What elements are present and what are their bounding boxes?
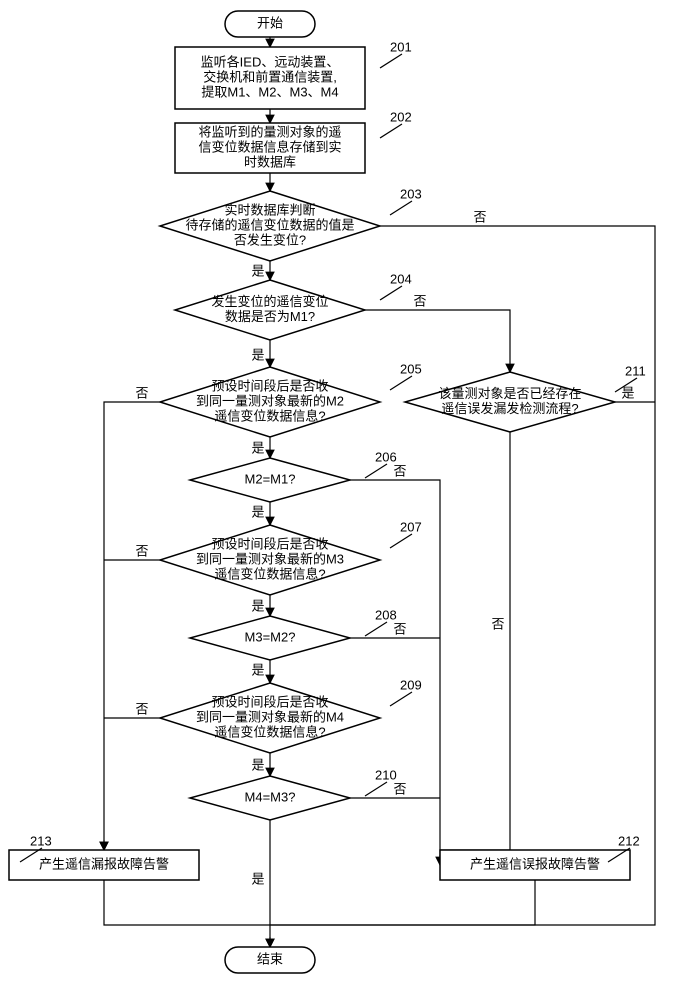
n208-num: 208 — [375, 607, 397, 622]
svg-text:M4=M3?: M4=M3? — [245, 789, 296, 804]
n203-num: 203 — [400, 186, 422, 201]
n201-num: 201 — [390, 39, 412, 54]
svg-text:预设时间段后是否收: 预设时间段后是否收 — [211, 694, 328, 709]
svg-text:否发生变位?: 否发生变位? — [234, 232, 306, 247]
svg-text:到同一量测对象最新的M3: 到同一量测对象最新的M3 — [196, 551, 344, 566]
edge-19-label: 是 — [251, 871, 264, 886]
edge-10 — [104, 402, 160, 850]
n204-num: 204 — [390, 271, 412, 286]
svg-text:信变位数据信息存储到实: 信变位数据信息存储到实 — [198, 139, 341, 154]
svg-text:预设时间段后是否收: 预设时间段后是否收 — [211, 378, 328, 393]
svg-text:遥信变位数据信息?: 遥信变位数据信息? — [214, 408, 325, 423]
edge-21 — [270, 880, 535, 925]
svg-text:M3=M2?: M3=M2? — [245, 629, 296, 644]
edge-12-label: 否 — [393, 463, 406, 478]
svg-text:遥信变位数据信息?: 遥信变位数据信息? — [214, 724, 325, 739]
edge-7-label: 是 — [621, 385, 634, 400]
edge-13-label: 是 — [251, 598, 264, 613]
edge-8 — [440, 432, 510, 850]
n213-num: 213 — [30, 833, 52, 848]
edge-4-label: 否 — [473, 209, 486, 224]
n205-num: 205 — [400, 361, 422, 376]
edge-12 — [350, 480, 450, 865]
edge-8-label: 否 — [491, 616, 504, 631]
svg-text:遥信误发漏发检测流程?: 遥信误发漏发检测流程? — [441, 401, 578, 416]
start-label: 开始 — [257, 15, 283, 30]
edge-6-label: 否 — [413, 293, 426, 308]
edge-22 — [104, 880, 270, 925]
svg-text:产生遥信误报故障告警: 产生遥信误报故障告警 — [470, 856, 600, 871]
edge-5-label: 是 — [251, 347, 264, 362]
svg-text:监听各IED、远动装置、: 监听各IED、远动装置、 — [201, 54, 340, 69]
edge-15-label: 是 — [251, 662, 264, 677]
edge-18-label: 否 — [135, 701, 148, 716]
n206-num: 206 — [375, 449, 397, 464]
edge-10-label: 否 — [135, 385, 148, 400]
svg-text:M2=M1?: M2=M1? — [245, 471, 296, 486]
edge-9-label: 是 — [251, 440, 264, 455]
svg-text:交换机和前置通信装置,: 交换机和前置通信装置, — [203, 69, 337, 84]
svg-text:到同一量测对象最新的M2: 到同一量测对象最新的M2 — [196, 393, 344, 408]
svg-text:发生变位的遥信变位: 发生变位的遥信变位 — [211, 294, 328, 309]
n212-num: 212 — [618, 833, 640, 848]
n202-num: 202 — [390, 109, 412, 124]
n210-num: 210 — [375, 767, 397, 782]
svg-text:将监听到的量测对象的遥: 将监听到的量测对象的遥 — [198, 124, 341, 139]
n211-num: 211 — [625, 363, 646, 378]
edge-6 — [365, 310, 510, 372]
svg-text:时数据库: 时数据库 — [244, 154, 296, 169]
svg-text:数据是否为M1?: 数据是否为M1? — [225, 309, 315, 324]
svg-text:实时数据库判断: 实时数据库判断 — [224, 202, 315, 217]
n209-num: 209 — [400, 677, 422, 692]
edge-20-label: 否 — [393, 781, 406, 796]
flowchart: 开始监听各IED、远动装置、交换机和前置通信装置,提取M1、M2、M3、M4 将监… — [0, 0, 673, 1000]
svg-text:产生遥信漏报故障告警: 产生遥信漏报故障告警 — [39, 856, 169, 871]
end-label: 结束 — [257, 951, 283, 966]
edge-14-label: 否 — [135, 543, 148, 558]
n207-num: 207 — [400, 519, 422, 534]
svg-text:到同一量测对象最新的M4: 到同一量测对象最新的M4 — [196, 709, 344, 724]
edge-4 — [270, 226, 655, 947]
svg-text:预设时间段后是否收: 预设时间段后是否收 — [211, 536, 328, 551]
edge-11-label: 是 — [251, 504, 264, 519]
svg-text:待存储的遥信变位数据的值是: 待存储的遥信变位数据的值是 — [185, 217, 354, 232]
svg-text:该量测对象是否已经存在: 该量测对象是否已经存在 — [438, 386, 581, 401]
edge-17-label: 是 — [251, 757, 264, 772]
edge-16-label: 否 — [393, 621, 406, 636]
svg-text:遥信变位数据信息?: 遥信变位数据信息? — [214, 566, 325, 581]
svg-text:提取M1、M2、M3、M4: 提取M1、M2、M3、M4 — [201, 84, 338, 99]
edge-3-label: 是 — [251, 263, 264, 278]
